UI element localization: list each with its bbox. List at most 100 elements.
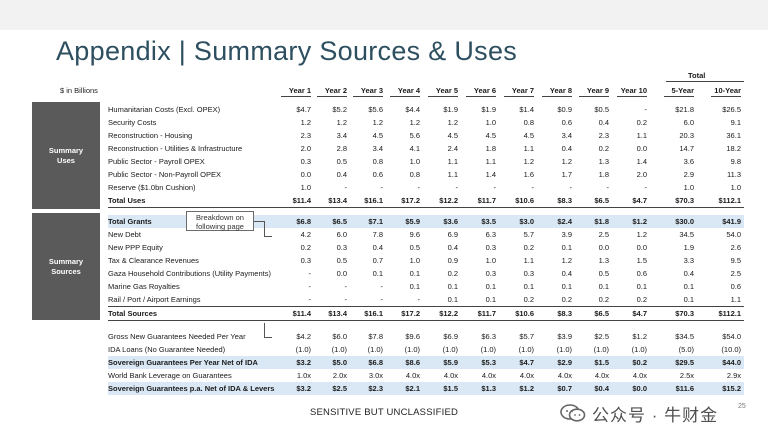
table-cell: 0.2 xyxy=(636,118,647,127)
column-header-underline xyxy=(711,96,741,97)
table-cell: 0.1 xyxy=(683,282,694,291)
callout-connector-down xyxy=(264,221,265,236)
callout-arrow xyxy=(264,236,272,237)
column-header: Year 3 xyxy=(360,86,383,95)
table-cell: 1.2 xyxy=(336,118,347,127)
row-label: Gaza Household Contributions (Utility Pa… xyxy=(108,269,271,278)
table-cell: $9.6 xyxy=(405,332,420,341)
table-cell: 1.6 xyxy=(523,170,534,179)
table-cell: $13.4 xyxy=(328,309,347,318)
table-cell: $6.5 xyxy=(594,196,609,205)
table-cell: 1.1 xyxy=(636,131,647,140)
table-cell: $6.8 xyxy=(296,217,311,226)
table-cell: $1.9 xyxy=(443,105,458,114)
table-cell: (1.0) xyxy=(631,345,647,354)
table-cell: 1.2 xyxy=(636,230,647,239)
table-cell: $2.1 xyxy=(405,384,420,393)
total-group-underline xyxy=(666,81,744,82)
table-row-reconstruction-housing: Reconstruction - Housing 2.3 3.4 4.5 5.6 4.5 4… xyxy=(108,129,744,142)
table-cell: 1.1 xyxy=(523,144,534,153)
table-cell: 0.1 xyxy=(409,282,420,291)
table-cell: $10.6 xyxy=(515,196,534,205)
table-cell: 6.9 xyxy=(447,230,458,239)
column-header-underline xyxy=(390,96,420,97)
table-cell: $2.5 xyxy=(332,384,347,393)
table-cell: - xyxy=(644,183,648,192)
table-cell: 1.4 xyxy=(636,157,647,166)
table-row-total-uses: Total Uses $11.4 $13.4 $16.1 $17.2 $12.2 $11.7… xyxy=(108,194,744,208)
table-cell: 9.1 xyxy=(730,118,741,127)
table-cell: 4.5 xyxy=(372,131,383,140)
table-cell: 0.1 xyxy=(485,282,496,291)
row-label: Sovereign Guarantees Per Year Net of IDA xyxy=(108,358,258,367)
table-cell: (1.0) xyxy=(480,345,496,354)
table-cell: $5.7 xyxy=(519,332,534,341)
table-cell: - xyxy=(344,282,348,291)
table-cell: 1.2 xyxy=(300,118,311,127)
column-header-underline xyxy=(317,96,347,97)
row-label: Humanitarian Costs (Excl. OPEX) xyxy=(108,105,221,114)
table-cell: 0.3 xyxy=(336,243,347,252)
table-cell: 0.1 xyxy=(447,295,458,304)
table-cell: 0.4 xyxy=(561,144,572,153)
table-cell: 3.0x xyxy=(368,371,383,380)
table-cell: $5.6 xyxy=(368,105,383,114)
table-cell: 2.0 xyxy=(300,144,311,153)
table-cell: 0.0 xyxy=(300,170,311,179)
table-cell: 3.4 xyxy=(336,131,347,140)
table-cell: 2.3 xyxy=(598,131,609,140)
table-cell: 0.1 xyxy=(447,282,458,291)
table-cell: $1.9 xyxy=(481,105,496,114)
table-cell: 4.0x xyxy=(594,371,609,380)
column-header: Year 10 xyxy=(620,86,647,95)
table-cell: 0.1 xyxy=(561,243,572,252)
table-row-world-bank-leverage: World Bank Leverage on Guarantees 1.0x 2.0… xyxy=(108,369,744,382)
table-cell: 2.4 xyxy=(447,144,458,153)
table-cell: 0.6 xyxy=(561,118,572,127)
guarantee-arrow xyxy=(264,337,272,338)
table-cell: 1.1 xyxy=(523,256,534,265)
page-number: 25 xyxy=(738,403,746,410)
callout-connector xyxy=(254,221,264,222)
table-cell: (10.0) xyxy=(721,345,741,354)
table-cell: (1.0) xyxy=(442,345,458,354)
table-cell: 0.6 xyxy=(636,269,647,278)
table-cell: 2.0 xyxy=(636,170,647,179)
table-row-reserve: Reserve ($1.0bn Cushion) 1.0 - - - - - - - - - 1.0 1… xyxy=(108,181,744,194)
table-cell: $3.5 xyxy=(481,217,496,226)
table-row-gaza-household-contributions: Gaza Household Contributions (Utility Pa… xyxy=(108,267,744,280)
table-cell: $1.3 xyxy=(481,384,496,393)
table-cell: 1.8 xyxy=(485,144,496,153)
table-cell: - xyxy=(455,183,459,192)
row-label: World Bank Leverage on Guarantees xyxy=(108,371,232,380)
table-cell: 4.2 xyxy=(300,230,311,239)
column-header: Year 1 xyxy=(288,86,311,95)
table-cell: 0.1 xyxy=(683,295,694,304)
row-label: New Debt xyxy=(108,230,141,239)
total-group-header: Total xyxy=(688,71,706,80)
table-row-sovereign-guarantees-net-ida: Sovereign Guarantees Per Year Net of IDA… xyxy=(108,356,744,369)
summary-uses-label: Summary Uses xyxy=(32,102,100,209)
table-row-ida-loans: IDA Loans (No Guarantee Needed) (1.0) (1.0… xyxy=(108,343,744,356)
table-cell: $0.9 xyxy=(557,105,572,114)
table-cell: $4.4 xyxy=(405,105,420,114)
row-label: Gross New Guarantees Needed Per Year xyxy=(108,332,246,341)
table-cell: 36.1 xyxy=(726,131,741,140)
column-header: Year 5 xyxy=(435,86,458,95)
table-cell: $4.7 xyxy=(632,196,647,205)
column-header: Year 7 xyxy=(511,86,534,95)
table-cell: $21.8 xyxy=(675,105,694,114)
table-row-marine-gas-royalties: Marine Gas Royalties - - - 0.1 0.1 0.1 0.1 0.1 0.… xyxy=(108,280,744,293)
table-cell: 0.1 xyxy=(485,295,496,304)
table-cell: 1.2 xyxy=(447,118,458,127)
table-cell: (1.0) xyxy=(295,345,311,354)
table-row-reconstruction-utilities: Reconstruction - Utilities & Infrastruct… xyxy=(108,142,744,155)
table-cell: 2.5x xyxy=(679,371,694,380)
table-cell: - xyxy=(606,183,610,192)
table-cell: 11.3 xyxy=(726,170,741,179)
table-cell: 18.2 xyxy=(726,144,741,153)
table-cell: 1.3 xyxy=(598,157,609,166)
table-cell: 0.5 xyxy=(336,157,347,166)
table-cell: - xyxy=(569,183,573,192)
table-cell: 0.9 xyxy=(447,256,458,265)
